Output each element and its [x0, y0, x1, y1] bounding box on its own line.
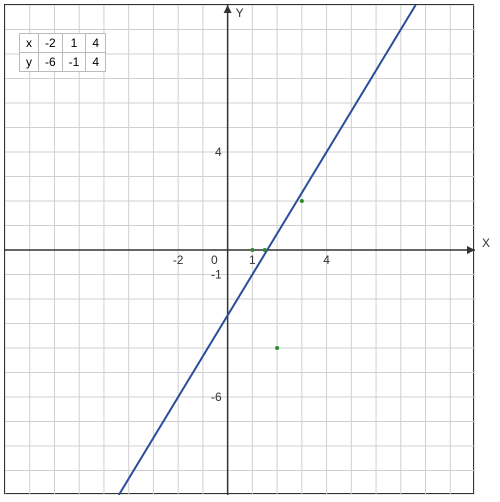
svg-text:1: 1 — [249, 253, 256, 267]
x-axis-label: X — [482, 236, 490, 250]
svg-text:Y: Y — [236, 6, 244, 20]
table-cell: -6 — [39, 53, 63, 72]
table-cell: 4 — [86, 53, 106, 72]
table-header-y: y — [20, 53, 39, 72]
table-cell: 4 — [86, 34, 106, 53]
chart-svg: Y0-214-6-14 — [5, 5, 475, 495]
table-cell: -2 — [39, 34, 63, 53]
svg-text:-2: -2 — [173, 253, 184, 267]
table-cell: 1 — [62, 34, 86, 53]
chart-container: Y0-214-6-14 x -2 1 4 y -6 -1 4 — [4, 4, 474, 494]
table-row: x -2 1 4 — [20, 34, 106, 53]
svg-text:4: 4 — [215, 145, 222, 159]
table-row: y -6 -1 4 — [20, 53, 106, 72]
svg-text:4: 4 — [323, 253, 330, 267]
svg-text:-1: -1 — [211, 268, 222, 282]
svg-text:-6: -6 — [211, 390, 222, 404]
xy-data-table: x -2 1 4 y -6 -1 4 — [19, 33, 106, 72]
table-cell: -1 — [62, 53, 86, 72]
svg-text:0: 0 — [211, 253, 218, 267]
table-header-x: x — [20, 34, 39, 53]
